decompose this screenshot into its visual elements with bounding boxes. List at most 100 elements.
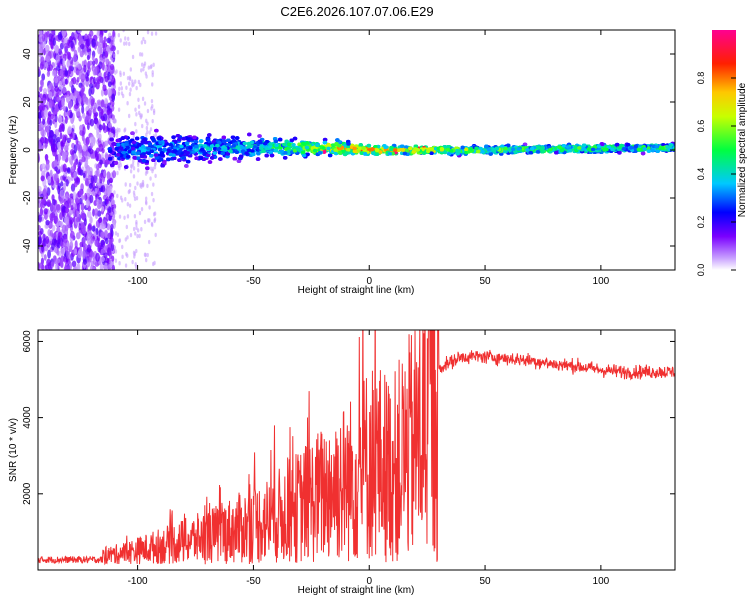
spectrogram-cell	[87, 66, 91, 73]
spectrogram-cell	[64, 246, 69, 253]
spectrogram-cell	[77, 63, 82, 70]
spectrogram-cell	[152, 197, 155, 203]
spectrogram-cell	[62, 182, 66, 192]
spectrogram-cell	[79, 50, 84, 58]
spectrogram-cell	[110, 84, 114, 90]
spectrogram-cell	[86, 188, 91, 198]
spectrogram-cell	[104, 230, 108, 238]
spectrogram-cell	[128, 41, 131, 47]
spectrogram-cell	[104, 237, 109, 245]
spectrogram-cell	[143, 219, 147, 225]
spectrogram-cell	[147, 218, 150, 223]
spectrogram-cell	[126, 235, 129, 240]
spectrogram-cell	[134, 185, 137, 191]
spectrogram-cell	[121, 254, 124, 260]
spectrogram-cell	[102, 219, 107, 225]
spectrogram-cell	[144, 196, 148, 201]
spectrogram-cell	[82, 144, 87, 152]
spectrogram-cell	[45, 236, 50, 245]
spectrogram-cell	[132, 226, 136, 232]
spectrogram-cell	[107, 81, 112, 88]
spectrogram-cell	[151, 166, 155, 172]
spectrogram-cell	[133, 213, 137, 219]
spectrogram-cell	[124, 182, 127, 187]
spectrogram-cell	[58, 127, 63, 133]
spectrogram-cell	[88, 112, 92, 119]
spectrogram-cell	[82, 94, 87, 103]
spectrogram-cell	[152, 212, 156, 217]
spectrogram-cell	[42, 103, 45, 111]
spectrogram-cell	[94, 187, 98, 194]
chart-title: C2E6.2026.107.07.06.E29	[280, 4, 433, 19]
spectrogram-cell	[135, 85, 138, 91]
spectrogram-cell	[132, 166, 136, 171]
spectrogram-cell	[41, 110, 45, 118]
spectrogram-cell	[677, 145, 681, 149]
spectrogram-cell	[64, 115, 68, 124]
spectrogram-cell	[78, 222, 82, 231]
spectrogram-cell	[137, 97, 140, 102]
spectrogram-cell	[73, 248, 78, 255]
spectrogram-cell	[98, 124, 103, 131]
spectrogram-cell	[137, 79, 141, 85]
spectrogram-cell	[107, 232, 112, 240]
spectrogram-cell	[104, 159, 110, 165]
spectrogram-cell	[143, 101, 147, 106]
spectrogram-cell	[149, 127, 153, 132]
spectrogram-cell	[79, 129, 84, 136]
spectrogram-cell	[118, 261, 121, 266]
spectrogram-cell	[85, 252, 91, 259]
spectrogram-cell	[81, 249, 87, 259]
spectrogram-cell	[64, 224, 69, 232]
spectrogram-cell	[63, 42, 68, 51]
spectrogram-cell	[81, 105, 85, 114]
spectrogram-cell	[69, 241, 74, 250]
spectrogram-cell	[128, 76, 132, 82]
spectrogram-cell	[105, 58, 110, 66]
spectrogram-cell	[43, 208, 48, 215]
spectrogram-cell	[90, 238, 94, 244]
spectrogram-cell	[125, 85, 128, 90]
spectrogram-cell	[51, 198, 56, 206]
spectrogram-cell	[70, 204, 74, 211]
spectrogram-cell	[51, 70, 57, 77]
spectrogram-cell	[106, 187, 111, 197]
spectrogram-cell	[148, 205, 151, 210]
spectrogram-cell	[112, 53, 116, 59]
spectrogram-cell	[81, 213, 86, 221]
spectrogram-cell	[82, 259, 88, 265]
spectrogram-cell	[136, 181, 139, 186]
spectrogram-cell	[65, 94, 70, 103]
spectrogram-cell	[41, 243, 45, 253]
spectrogram-cell	[38, 112, 42, 119]
spectrogram-cell	[61, 78, 66, 85]
spectrogram-cell	[45, 138, 49, 145]
spectrogram-cell	[132, 82, 135, 87]
spectrogram-cell	[142, 63, 146, 69]
spectrogram-cell	[38, 185, 42, 192]
spectrogram-cell	[63, 239, 67, 248]
spectrogram-cell	[38, 225, 41, 231]
spectrogram-cell	[39, 261, 43, 270]
spectrogram-cell	[77, 165, 81, 173]
spectrogram-cell	[99, 263, 104, 270]
spectrogram-cell	[39, 207, 43, 217]
spectrogram-cell	[45, 161, 50, 171]
spectrogram-cell	[65, 206, 69, 214]
spectrogram-cell	[93, 117, 99, 125]
spectrogram-cell	[81, 87, 85, 97]
spectrogram-cell	[97, 45, 102, 55]
spectrogram-cell	[110, 57, 114, 62]
spectrogram-cell	[151, 103, 154, 109]
spectrogram-cell	[100, 205, 105, 212]
spectrogram-cell	[86, 244, 92, 253]
spectrogram-cell	[141, 123, 144, 129]
spectrogram-cell	[54, 263, 59, 270]
spectrogram-cell	[140, 68, 143, 73]
spectrogram-cell	[66, 59, 71, 68]
spectrogram-cell	[44, 142, 48, 149]
spectrogram-cell	[85, 76, 90, 82]
spectrogram-cell	[86, 54, 90, 61]
